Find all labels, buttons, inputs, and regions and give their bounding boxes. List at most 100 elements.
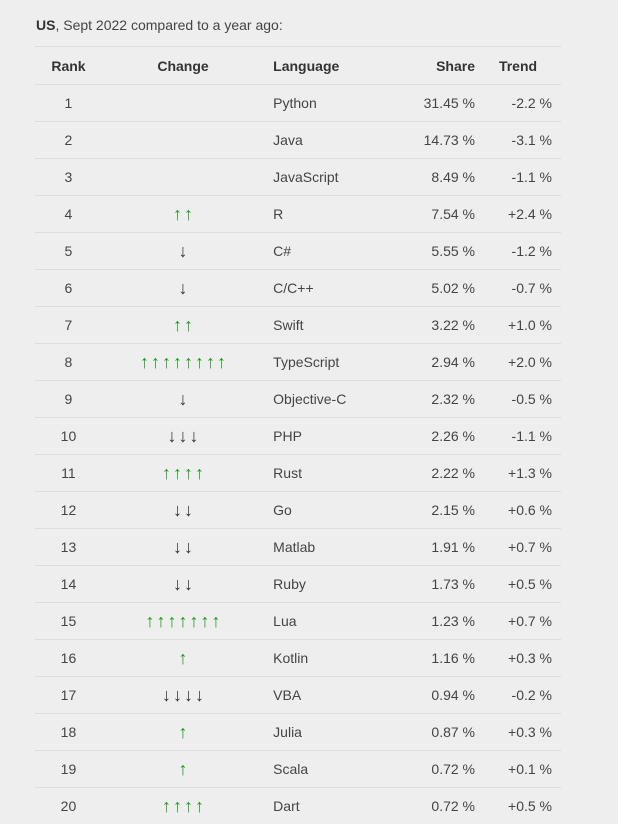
trend-cell: -0.5 % <box>475 381 561 418</box>
change-arrows: ↑↑↑↑↑↑↑↑ <box>139 353 227 371</box>
trend-cell: +0.5 % <box>475 566 561 603</box>
change-arrows: ↑↑ <box>172 205 194 223</box>
share-cell: 2.15 % <box>383 492 475 529</box>
share-cell: 0.87 % <box>383 714 475 751</box>
rank-cell: 19 <box>35 751 102 788</box>
header-share[interactable]: Share <box>383 47 475 85</box>
rank-cell: 20 <box>35 788 102 824</box>
change-arrows: ↓↓ <box>172 575 194 593</box>
language-cell: Ruby <box>264 566 383 603</box>
language-cell: Swift <box>264 307 383 344</box>
change-cell: ↑ <box>102 751 264 788</box>
change-cell: ↑↑↑↑↑↑↑ <box>102 603 264 640</box>
arrow-up-icon: ↑ <box>183 205 194 223</box>
share-cell: 5.55 % <box>383 233 475 270</box>
rank-cell: 15 <box>35 603 102 640</box>
change-cell <box>102 85 264 122</box>
change-cell: ↓↓ <box>102 566 264 603</box>
change-cell: ↓ <box>102 381 264 418</box>
rank-cell: 3 <box>35 159 102 196</box>
change-arrows: ↑↑↑↑↑↑↑ <box>145 612 222 630</box>
change-cell: ↑↑ <box>102 307 264 344</box>
table-row: 6↓C/C++5.02 %-0.7 % <box>35 270 561 307</box>
arrow-up-icon: ↑ <box>150 353 161 371</box>
arrow-up-icon: ↑ <box>183 353 194 371</box>
rank-cell: 7 <box>35 307 102 344</box>
arrow-up-icon: ↑ <box>172 797 183 815</box>
arrow-up-icon: ↑ <box>145 612 156 630</box>
change-cell: ↓ <box>102 270 264 307</box>
header-change[interactable]: Change <box>102 47 264 85</box>
arrow-down-icon: ↓ <box>178 279 189 297</box>
change-cell: ↑ <box>102 640 264 677</box>
trend-cell: -2.2 % <box>475 85 561 122</box>
header-rank[interactable]: Rank <box>35 47 102 85</box>
arrow-up-icon: ↑ <box>211 612 222 630</box>
arrow-up-icon: ↑ <box>194 797 205 815</box>
rank-cell: 16 <box>35 640 102 677</box>
language-cell: R <box>264 196 383 233</box>
change-arrows: ↓↓ <box>172 501 194 519</box>
rank-cell: 10 <box>35 418 102 455</box>
arrow-up-icon: ↑ <box>178 649 189 667</box>
language-cell: Kotlin <box>264 640 383 677</box>
share-cell: 1.91 % <box>383 529 475 566</box>
change-arrows: ↓ <box>178 279 189 297</box>
table-header-row: Rank Change Language Share Trend <box>35 47 561 85</box>
rank-cell: 17 <box>35 677 102 714</box>
language-cell: Java <box>264 122 383 159</box>
arrow-up-icon: ↑ <box>216 353 227 371</box>
arrow-up-icon: ↑ <box>189 612 200 630</box>
change-cell: ↑↑↑↑ <box>102 788 264 824</box>
share-cell: 0.94 % <box>383 677 475 714</box>
rank-cell: 5 <box>35 233 102 270</box>
change-arrows: ↓ <box>178 390 189 408</box>
arrow-down-icon: ↓ <box>194 686 205 704</box>
arrow-up-icon: ↑ <box>161 797 172 815</box>
trend-cell: +1.3 % <box>475 455 561 492</box>
share-cell: 31.45 % <box>383 85 475 122</box>
trend-cell: +0.7 % <box>475 529 561 566</box>
arrow-up-icon: ↑ <box>178 612 189 630</box>
language-cell: Scala <box>264 751 383 788</box>
trend-cell: -0.2 % <box>475 677 561 714</box>
language-cell: JavaScript <box>264 159 383 196</box>
arrow-up-icon: ↑ <box>205 353 216 371</box>
arrow-up-icon: ↑ <box>172 205 183 223</box>
change-arrows: ↑↑ <box>172 316 194 334</box>
header-trend[interactable]: Trend <box>475 47 561 85</box>
arrow-down-icon: ↓ <box>172 538 183 556</box>
trend-cell: +2.4 % <box>475 196 561 233</box>
change-cell: ↑↑ <box>102 196 264 233</box>
trend-cell: +0.6 % <box>475 492 561 529</box>
rank-cell: 11 <box>35 455 102 492</box>
change-cell <box>102 159 264 196</box>
share-cell: 5.02 % <box>383 270 475 307</box>
change-arrows: ↑ <box>178 723 189 741</box>
header-language[interactable]: Language <box>264 47 383 85</box>
language-cell: Julia <box>264 714 383 751</box>
caption-text: , Sept 2022 compared to a year ago: <box>55 17 282 33</box>
change-cell: ↓↓ <box>102 492 264 529</box>
trend-cell: -3.1 % <box>475 122 561 159</box>
share-cell: 7.54 % <box>383 196 475 233</box>
rank-cell: 14 <box>35 566 102 603</box>
share-cell: 1.73 % <box>383 566 475 603</box>
change-arrows: ↑↑↑↑ <box>161 797 205 815</box>
arrow-up-icon: ↑ <box>172 464 183 482</box>
arrow-down-icon: ↓ <box>183 501 194 519</box>
arrow-down-icon: ↓ <box>172 686 183 704</box>
language-cell: Go <box>264 492 383 529</box>
arrow-down-icon: ↓ <box>183 538 194 556</box>
